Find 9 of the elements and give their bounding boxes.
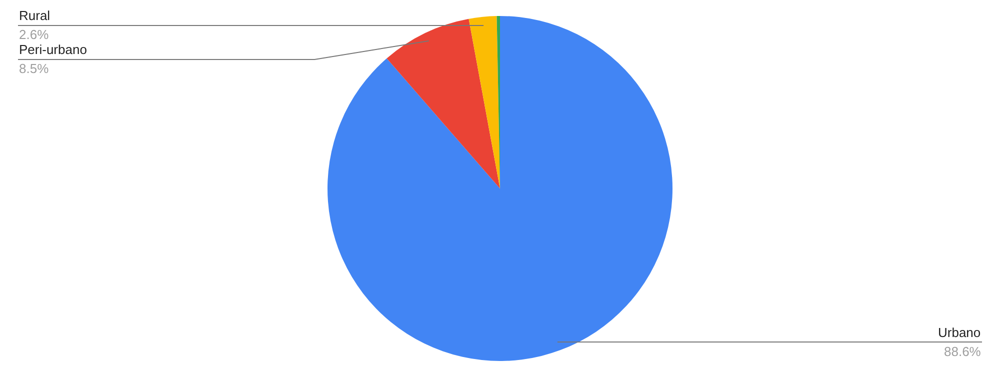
data-label: 8.5% xyxy=(19,61,50,76)
data-label: 88.6% xyxy=(944,344,982,359)
slice-label: Peri-urbano xyxy=(19,42,87,57)
data-label: 2.6% xyxy=(19,27,50,42)
pie-slice xyxy=(328,16,672,361)
slice-label: Urbano xyxy=(938,325,981,340)
pie-slice xyxy=(468,16,500,188)
pie-slice xyxy=(386,18,500,188)
slice-label: Rural xyxy=(19,8,50,23)
